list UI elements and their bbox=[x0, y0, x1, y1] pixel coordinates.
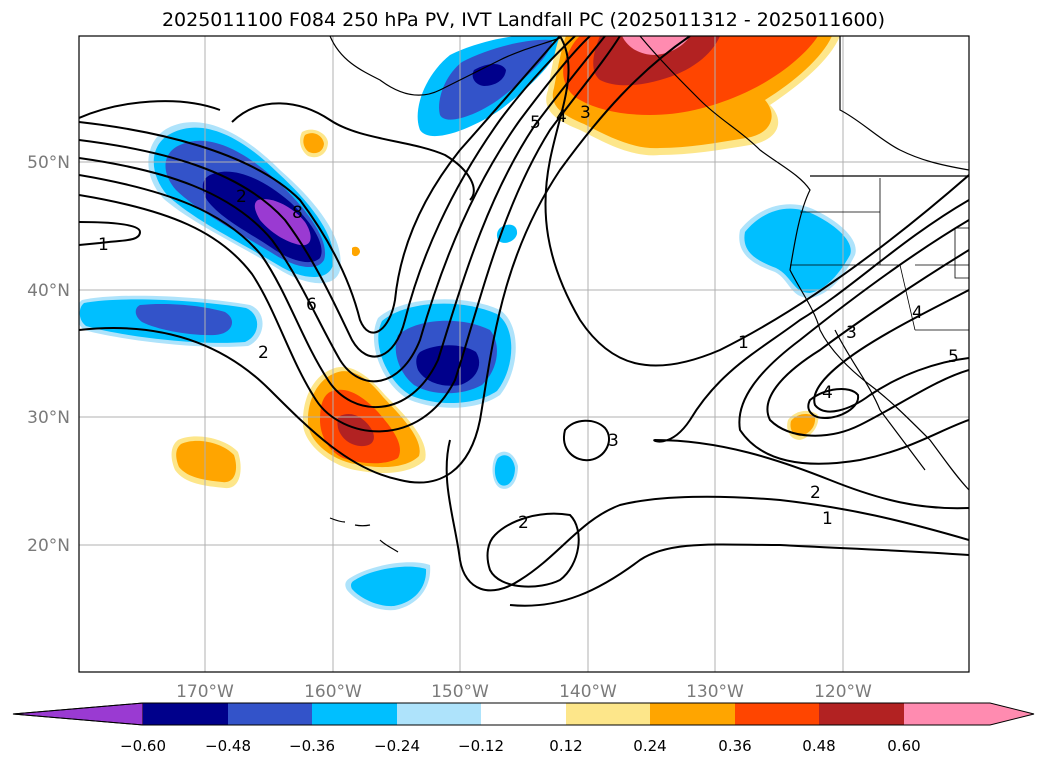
pv-anomaly-fill bbox=[351, 566, 427, 607]
lon-tick-label: 160°W bbox=[304, 682, 362, 702]
ivt-contour bbox=[445, 439, 969, 592]
map-panel: 1 2 3 4 5 6 2 1 2 3 4 5 1 2 3 4 8 bbox=[78, 35, 970, 673]
ivt-contour bbox=[509, 543, 969, 607]
ivt-contour bbox=[79, 36, 606, 408]
lat-tick-label: 20°N bbox=[27, 536, 70, 556]
contour-label: 5 bbox=[948, 347, 959, 367]
colorbar-segment bbox=[819, 703, 904, 725]
colorbar-tick-label: 0.24 bbox=[633, 737, 666, 755]
ivt-contour bbox=[544, 36, 969, 367]
contour-label: 2 bbox=[236, 187, 247, 207]
colorbar-extend-low bbox=[12, 702, 144, 726]
contour-label: 8 bbox=[292, 203, 303, 223]
ivt-contour bbox=[79, 36, 561, 334]
ivt-contour bbox=[738, 219, 969, 465]
country-border bbox=[839, 36, 969, 171]
colorbar-segment bbox=[566, 703, 650, 725]
contour-label: 4 bbox=[822, 383, 833, 403]
pv-anomaly-fill bbox=[790, 413, 816, 436]
contour-label: 4 bbox=[556, 107, 567, 127]
contour-label: 1 bbox=[98, 235, 109, 255]
colorbar-segment bbox=[397, 703, 481, 725]
ivt-contour bbox=[79, 36, 691, 484]
colorbar-tick-label: −0.24 bbox=[374, 737, 420, 755]
colorbar-tick-label: −0.36 bbox=[289, 737, 335, 755]
ivt-contour bbox=[79, 36, 591, 383]
contour-label: 3 bbox=[580, 103, 591, 123]
pv-anomaly-fill bbox=[337, 413, 374, 447]
pv-anomaly-fill bbox=[494, 455, 515, 486]
colorbar-tick-label: −0.12 bbox=[458, 737, 504, 755]
lat-axis-labels: 50°N 40°N 30°N 20°N bbox=[27, 153, 70, 556]
coastline bbox=[329, 36, 561, 96]
graticule bbox=[79, 36, 969, 672]
pv-anomaly-fill bbox=[352, 246, 360, 257]
coastline bbox=[329, 517, 399, 553]
ivt-contour bbox=[79, 100, 221, 119]
colorbar-segment bbox=[650, 703, 735, 725]
figure-title: 2025011100 F084 250 hPa PV, IVT Landfall… bbox=[161, 9, 886, 31]
contour-label-layer: 1 2 3 4 5 6 2 1 2 3 4 5 1 2 3 4 8 bbox=[98, 103, 959, 533]
lat-tick-label: 40°N bbox=[27, 281, 70, 301]
contour-label: 5 bbox=[530, 113, 541, 133]
colorbar-segment bbox=[481, 703, 566, 725]
colorbar-tick-label: 0.48 bbox=[802, 737, 835, 755]
colorbar-outline bbox=[12, 702, 1035, 726]
colorbar-segment bbox=[312, 703, 397, 725]
contour-label: 6 bbox=[306, 295, 317, 315]
state-border bbox=[790, 178, 969, 331]
contour-label: 1 bbox=[822, 509, 833, 529]
colorbar-segment bbox=[228, 703, 312, 725]
ivt-contour bbox=[813, 289, 969, 413]
lon-tick-label: 150°W bbox=[431, 682, 489, 702]
colorbar-tick-label: 0.60 bbox=[887, 737, 920, 755]
colorbar-segment bbox=[143, 703, 228, 725]
lon-axis-labels: 170°W 160°W 150°W 140°W 130°W 120°W bbox=[176, 682, 872, 702]
pv-anomaly-fill bbox=[744, 208, 851, 293]
pv-anomaly-fill bbox=[303, 133, 324, 154]
ivt-contour bbox=[79, 221, 142, 246]
colorbar-tick-label: 0.36 bbox=[718, 737, 751, 755]
lon-tick-label: 120°W bbox=[814, 682, 872, 702]
lon-tick-label: 140°W bbox=[559, 682, 617, 702]
map-frame bbox=[78, 35, 970, 673]
lon-tick-label: 170°W bbox=[176, 682, 234, 702]
contour-label: 1 bbox=[738, 333, 749, 353]
pv-anomaly-fill bbox=[254, 199, 311, 246]
contour-label: 2 bbox=[258, 343, 269, 363]
colorbar-tick-label: 0.12 bbox=[549, 737, 582, 755]
ivt-contour bbox=[807, 388, 860, 420]
contour-label: 2 bbox=[518, 513, 529, 533]
ivt-contour bbox=[653, 199, 969, 510]
colorbar-extend-high bbox=[904, 703, 1034, 725]
ivt-contour bbox=[563, 419, 610, 462]
lon-tick-label: 130°W bbox=[686, 682, 744, 702]
colorbar: −0.60 −0.48 −0.36 −0.24 −0.12 0.12 0.24 … bbox=[12, 702, 1035, 755]
contour-label: 3 bbox=[608, 431, 619, 451]
lat-tick-label: 50°N bbox=[27, 153, 70, 173]
contour-label: 3 bbox=[846, 323, 857, 343]
contour-label: 4 bbox=[912, 303, 923, 323]
contour-label: 2 bbox=[810, 483, 821, 503]
pv-anomaly-fill bbox=[176, 440, 237, 483]
ivt-contour bbox=[486, 512, 580, 588]
pv-anomaly-fill bbox=[622, 36, 690, 55]
ivt-contour-layer bbox=[79, 36, 969, 607]
ivt-contour bbox=[231, 102, 475, 201]
colorbar-tick-label: −0.48 bbox=[205, 737, 251, 755]
colorbar-tick-label: −0.60 bbox=[120, 737, 166, 755]
coastline-layer bbox=[329, 36, 969, 553]
coastline bbox=[639, 36, 969, 491]
ivt-contour bbox=[79, 36, 576, 358]
pv-anomaly-fill bbox=[135, 303, 233, 336]
lat-tick-label: 30°N bbox=[27, 408, 70, 428]
ivt-contour bbox=[79, 36, 621, 433]
colorbar-segment bbox=[735, 703, 819, 725]
coastline bbox=[834, 329, 926, 471]
